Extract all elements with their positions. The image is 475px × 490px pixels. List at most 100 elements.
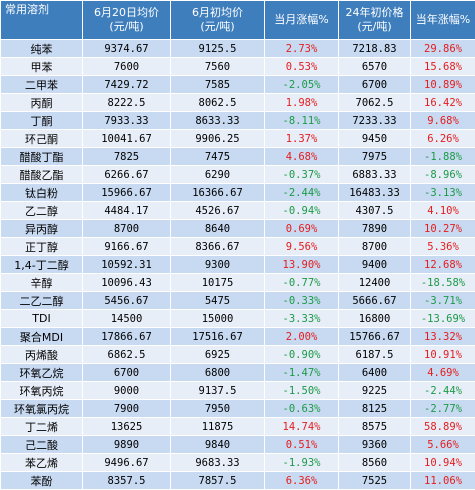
- cell-year-change: -2.77%: [410, 399, 475, 418]
- cell-month-change: -0.77%: [264, 273, 339, 292]
- cell-price-jun20: 8357.5: [82, 471, 171, 490]
- table-row: 1,4-丁二醇 10592.31 9300 13.90% 9400 12.68%: [0, 255, 475, 274]
- table-row: 二甲苯 7429.72 7585 -2.05% 6700 10.89%: [0, 75, 475, 94]
- cell-month-change: 6.36%: [264, 471, 339, 490]
- cell-year-change: -13.69%: [410, 309, 475, 328]
- cell-year-change: 10.89%: [410, 75, 475, 94]
- cell-year-change: -18.58%: [410, 273, 475, 292]
- table-row: 甲苯 7600 7560 0.53% 6570 15.68%: [0, 57, 475, 76]
- cell-month-change: -0.37%: [264, 165, 339, 184]
- cell-price-2024: 8125: [338, 399, 411, 418]
- cell-month-change: 2.00%: [264, 327, 339, 346]
- cell-price-2024: 7233.33: [338, 111, 411, 130]
- cell-solvent-name: 苯乙烯: [0, 453, 83, 472]
- cell-solvent-name: 丙烯酸: [0, 345, 83, 364]
- cell-price-jun1: 7475: [170, 147, 265, 166]
- cell-price-2024: 15766.67: [338, 327, 411, 346]
- cell-price-jun1: 9137.5: [170, 381, 265, 400]
- cell-year-change: 5.36%: [410, 237, 475, 256]
- cell-price-jun20: 8222.5: [82, 93, 171, 112]
- cell-price-jun20: 7429.72: [82, 75, 171, 94]
- cell-month-change: 1.37%: [264, 129, 339, 148]
- header-category: 常用溶剂: [0, 0, 83, 40]
- cell-month-change: 0.51%: [264, 435, 339, 454]
- cell-price-jun1: 5475: [170, 291, 265, 310]
- cell-solvent-name: 辛醇: [0, 273, 83, 292]
- cell-solvent-name: 己二酸: [0, 435, 83, 454]
- cell-year-change: 15.68%: [410, 57, 475, 76]
- header-row: 常用溶剂 6月20日均价 (元/吨) 6月初均价 (元/吨) 当月涨幅% 24年…: [0, 0, 475, 40]
- cell-year-change: 6.26%: [410, 129, 475, 148]
- cell-price-jun1: 11875: [170, 417, 265, 436]
- cell-price-2024: 16800: [338, 309, 411, 328]
- cell-price-2024: 9225: [338, 381, 411, 400]
- cell-price-2024: 7975: [338, 147, 411, 166]
- cell-price-2024: 7218.83: [338, 39, 411, 58]
- table-row: 聚合MDI 17866.67 17516.67 2.00% 15766.67 13.32%: [0, 327, 475, 346]
- cell-price-2024: 4307.5: [338, 201, 411, 220]
- cell-price-jun1: 16366.67: [170, 183, 265, 202]
- cell-month-change: -8.11%: [264, 111, 339, 130]
- cell-month-change: 0.53%: [264, 57, 339, 76]
- cell-price-jun1: 8633.33: [170, 111, 265, 130]
- cell-price-2024: 6187.5: [338, 345, 411, 364]
- cell-price-jun20: 9166.67: [82, 237, 171, 256]
- cell-price-2024: 5666.67: [338, 291, 411, 310]
- cell-price-jun1: 7585: [170, 75, 265, 94]
- table-row: 二乙二醇 5456.67 5475 -0.33% 5666.67 -3.71%: [0, 291, 475, 310]
- cell-price-2024: 6883.33: [338, 165, 411, 184]
- header-price-jun20-line1: 6月20日均价: [94, 6, 159, 19]
- cell-price-2024: 9360: [338, 435, 411, 454]
- header-year-change: 当年涨幅%: [410, 0, 475, 40]
- cell-price-jun1: 8366.67: [170, 237, 265, 256]
- cell-year-change: -8.96%: [410, 165, 475, 184]
- cell-month-change: -1.93%: [264, 453, 339, 472]
- cell-solvent-name: 丁二烯: [0, 417, 83, 436]
- cell-price-jun20: 8700: [82, 219, 171, 238]
- cell-solvent-name: 二乙二醇: [0, 291, 83, 310]
- cell-price-jun20: 4484.17: [82, 201, 171, 220]
- cell-price-jun1: 15000: [170, 309, 265, 328]
- cell-solvent-name: 环己酮: [0, 129, 83, 148]
- cell-year-change: 10.94%: [410, 453, 475, 472]
- table-row: 丁酮 7933.33 8633.33 -8.11% 7233.33 9.68%: [0, 111, 475, 130]
- cell-price-2024: 16483.33: [338, 183, 411, 202]
- cell-month-change: 9.56%: [264, 237, 339, 256]
- table-row: 苯酚 8357.5 7857.5 6.36% 7525 11.06%: [0, 471, 475, 490]
- cell-solvent-name: TDI: [0, 309, 83, 328]
- cell-solvent-name: 环氧丙烷: [0, 381, 83, 400]
- cell-price-2024: 7525: [338, 471, 411, 490]
- cell-year-change: 58.89%: [410, 417, 475, 436]
- cell-month-change: 14.74%: [264, 417, 339, 436]
- header-month-change: 当月涨幅%: [264, 0, 339, 40]
- table-row: 醋酸丁酯 7825 7475 4.68% 7975 -1.88%: [0, 147, 475, 166]
- cell-price-jun20: 10592.31: [82, 255, 171, 274]
- cell-price-2024: 12400: [338, 273, 411, 292]
- cell-year-change: 29.86%: [410, 39, 475, 58]
- cell-month-change: 1.98%: [264, 93, 339, 112]
- table-row: 环氧丙烷 9000 9137.5 -1.50% 9225 -2.44%: [0, 381, 475, 400]
- cell-solvent-name: 正丁醇: [0, 237, 83, 256]
- cell-price-jun1: 9125.5: [170, 39, 265, 58]
- header-price-2024: 24年初价格 (元/吨): [338, 0, 411, 40]
- table-row: TDI 14500 15000 -3.33% 16800 -13.69%: [0, 309, 475, 328]
- table-row: 苯乙烯 9496.67 9683.33 -1.93% 8560 10.94%: [0, 453, 475, 472]
- cell-solvent-name: 异丙醇: [0, 219, 83, 238]
- cell-price-jun1: 4526.67: [170, 201, 265, 220]
- cell-price-2024: 8575: [338, 417, 411, 436]
- cell-price-jun1: 9906.25: [170, 129, 265, 148]
- table-row: 环氧乙烷 6700 6800 -1.47% 6400 4.69%: [0, 363, 475, 382]
- cell-year-change: 11.06%: [410, 471, 475, 490]
- table-row: 己二酸 9890 9840 0.51% 9360 5.66%: [0, 435, 475, 454]
- cell-year-change: 5.66%: [410, 435, 475, 454]
- table-row: 丙烯酸 6862.5 6925 -0.90% 6187.5 10.91%: [0, 345, 475, 364]
- cell-month-change: 13.90%: [264, 255, 339, 274]
- cell-price-2024: 6400: [338, 363, 411, 382]
- cell-price-jun1: 8062.5: [170, 93, 265, 112]
- cell-price-jun1: 10175: [170, 273, 265, 292]
- cell-year-change: 9.68%: [410, 111, 475, 130]
- cell-year-change: -1.88%: [410, 147, 475, 166]
- cell-month-change: 2.73%: [264, 39, 339, 58]
